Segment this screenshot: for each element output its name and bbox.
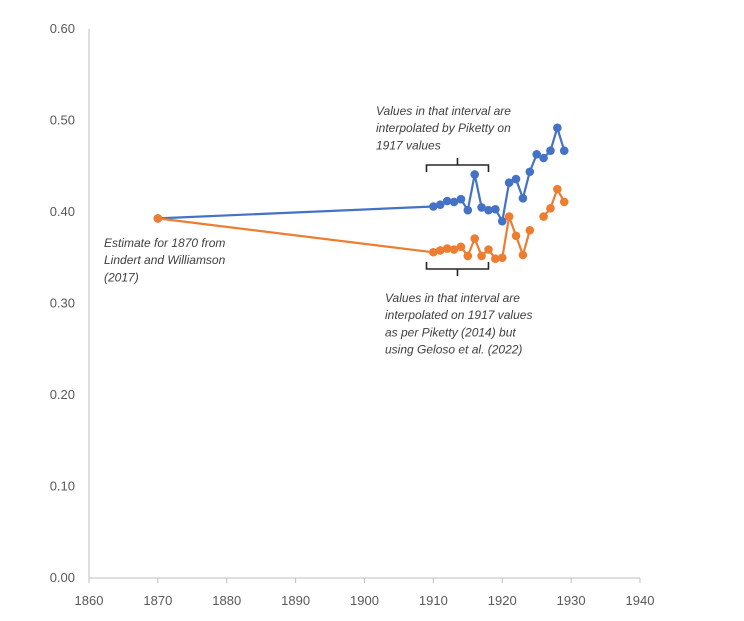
data-point <box>463 205 473 215</box>
data-point <box>153 214 163 223</box>
data-point <box>435 200 445 209</box>
annot-orange-interval: Values in that interval are interpolated … <box>385 291 532 357</box>
annotation-line: Estimate for 1870 from <box>104 236 225 250</box>
data-point <box>532 150 541 159</box>
data-point <box>497 253 507 263</box>
annot-1870: Estimate for 1870 from Lindert and Willia… <box>104 236 226 284</box>
annotation-line: 1917 values <box>376 138 441 152</box>
data-point <box>546 204 555 213</box>
y-tick-label: 0.60 <box>50 21 75 36</box>
x-tick-label: 1940 <box>626 593 655 608</box>
data-point <box>525 167 535 177</box>
data-point <box>553 184 562 194</box>
annotation-line: Values in that interval are <box>376 104 511 118</box>
annotation-line: Values in that interval are <box>385 291 520 305</box>
y-tick-label: 0.00 <box>50 570 75 585</box>
data-point <box>470 234 480 243</box>
annotation-line: interpolated by Piketty on <box>376 121 511 135</box>
annotation-line: using Geloso et al. (2022) <box>385 343 522 357</box>
data-point <box>504 212 514 221</box>
series-1 <box>153 123 569 226</box>
bracket-upper <box>425 158 490 172</box>
data-point <box>497 216 507 226</box>
data-point <box>435 246 445 255</box>
data-point <box>484 245 493 254</box>
data-point <box>518 250 528 260</box>
x-tick-label: 1860 <box>75 593 104 608</box>
y-tick-label: 0.20 <box>50 387 75 402</box>
y-tick-label: 0.10 <box>50 479 75 494</box>
data-point <box>511 231 521 241</box>
annot-blue-interval: Values in that interval are interpolated … <box>376 104 511 152</box>
data-point <box>477 251 486 261</box>
annotations: Values in that interval are interpolated … <box>104 104 532 357</box>
data-point <box>491 204 500 214</box>
data-point <box>504 178 514 188</box>
data-point <box>559 146 569 155</box>
data-point <box>546 146 555 155</box>
data-point <box>463 251 473 261</box>
x-tick-label: 1880 <box>212 593 241 608</box>
y-tick-label: 0.50 <box>50 113 75 128</box>
data-point <box>456 194 466 204</box>
annotation-line: as per Piketty (2014) but <box>385 325 516 339</box>
data-point <box>525 226 535 235</box>
x-tick-label: 1870 <box>143 593 172 608</box>
series-layer <box>153 123 569 263</box>
data-point <box>449 197 459 207</box>
data-point <box>429 247 438 257</box>
data-point <box>553 123 562 133</box>
data-point <box>477 203 486 212</box>
data-point <box>449 245 459 254</box>
data-point <box>442 196 452 206</box>
data-point <box>470 170 480 179</box>
x-tick-label: 1910 <box>419 593 448 608</box>
data-point <box>456 242 466 252</box>
y-tick-label: 0.30 <box>50 296 75 311</box>
data-point <box>559 197 569 207</box>
annotation-line: interpolated on 1917 values <box>385 308 532 322</box>
data-point <box>539 212 548 221</box>
bracket-lower <box>425 262 490 276</box>
data-point <box>539 153 548 163</box>
y-tick-label: 0.40 <box>50 204 75 219</box>
axes: 0.00 0.10 0.20 0.30 0.40 0.50 0.60 1860 1870 1880… <box>50 21 655 608</box>
data-point <box>518 193 528 203</box>
data-point <box>511 174 521 184</box>
x-tick-label: 1890 <box>281 593 310 608</box>
series-line <box>157 126 566 223</box>
x-tick-label: 1900 <box>350 593 379 608</box>
data-point <box>429 202 438 211</box>
x-tick-label: 1930 <box>557 593 586 608</box>
data-point <box>491 254 500 263</box>
annotation-line: (2017) <box>104 270 139 284</box>
x-tick-label: 1920 <box>488 593 517 608</box>
data-point <box>484 205 493 215</box>
data-point <box>442 244 452 253</box>
series-2 <box>153 184 569 263</box>
annotation-line: Lindert and Williamson <box>104 253 226 267</box>
